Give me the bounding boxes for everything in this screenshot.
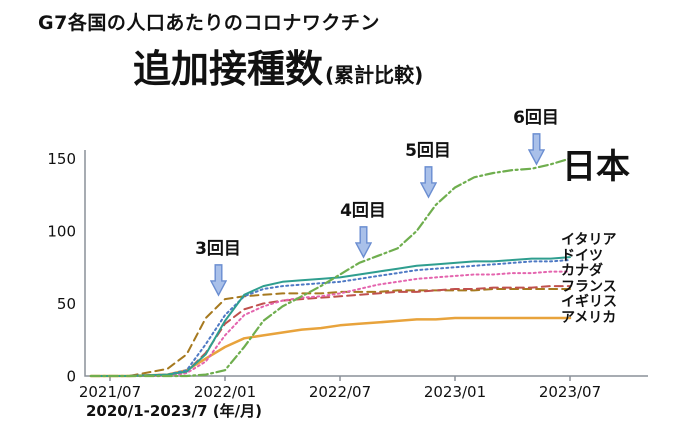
y-tick-label: 0 [66,368,76,386]
x-tick-label: 2023/07 [539,383,601,401]
annotation-label: 5回目 [405,141,451,161]
series-line-canada [89,270,571,377]
series-line-uk [89,288,571,377]
annotation-label: 6回目 [513,108,559,128]
axes [84,150,648,377]
series-line-italy [89,256,571,377]
series-line-france [89,285,571,377]
x-tick-label: 2021/07 [79,383,141,401]
annotation-4th-dose: 4回目 [335,196,391,259]
down-arrow-icon [354,226,372,259]
y-tick-label: 150 [47,150,76,168]
annotation-label: 3回目 [195,239,241,259]
series-label-canada: カナダ [561,263,603,280]
annotation-3rd-dose: 3回目 [190,234,246,297]
down-arrow-icon [209,264,227,297]
series-line-germany [89,259,571,377]
chart-title: 追加接種数 (累計比較) [133,38,423,93]
y-tick-label: 100 [47,223,76,241]
chart-title-main: 追加接種数 [133,47,324,91]
series-label-germany: ドイツ [561,247,603,264]
series-label-list: イタリア ドイツ カナダ フランス イギリス アメリカ [561,232,651,327]
chart-title-line1: G7各国の人口あたりのコロナワクチン [38,12,380,34]
series-line-japan [89,157,572,378]
series-label-france: フランス [561,278,617,295]
series-label-japan: 日本 [562,147,630,187]
series-label-usa: アメリカ [561,309,617,326]
series-label-uk: イギリス [561,294,617,311]
x-tick-label: 2022/01 [194,383,256,401]
y-tick-label: 50 [57,295,76,313]
x-axis-caption: 2020/1-2023/7 (年/月) [86,402,262,420]
series-label-italy: イタリア [561,232,617,248]
series-line-usa [89,316,572,378]
annotation-6th-dose: 6回目 [508,103,564,166]
down-arrow-icon [419,166,437,199]
annotation-5th-dose: 5回目 [400,136,456,199]
down-arrow-icon [527,133,545,166]
annotation-label: 4回目 [340,201,386,221]
chart-title-sub: (累計比較) [325,63,424,87]
x-tick-label: 2023/01 [424,383,486,401]
x-tick-label: 2022/07 [309,383,371,401]
